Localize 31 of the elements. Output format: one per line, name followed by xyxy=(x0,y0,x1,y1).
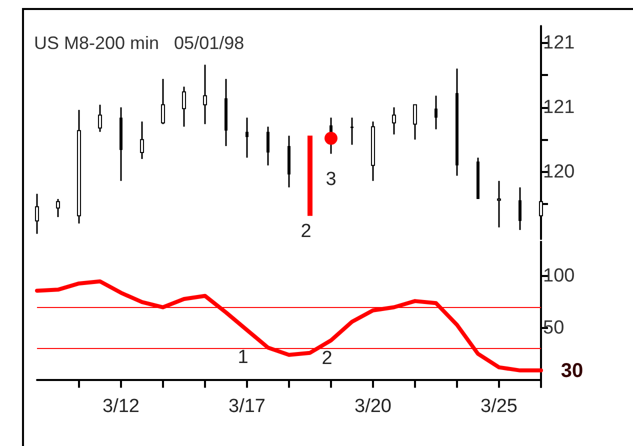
candlestick xyxy=(266,126,270,166)
candlestick xyxy=(413,104,417,140)
chart-title: US M8-200 min 05/01/98 xyxy=(34,33,244,53)
candlestick xyxy=(98,104,102,133)
candlestick xyxy=(434,94,438,130)
candlestick xyxy=(140,120,144,160)
candlestick xyxy=(56,198,60,218)
y-tick-label: 120 xyxy=(543,161,575,182)
line-series xyxy=(35,279,543,372)
candlestick xyxy=(518,186,522,231)
candlestick xyxy=(497,180,501,228)
x-tick-label: 3/17 xyxy=(228,396,266,417)
candlestick xyxy=(350,116,354,146)
x-tick-label: 3/25 xyxy=(480,396,518,417)
candlestick xyxy=(203,64,207,125)
y-tick-label: 121 xyxy=(543,32,575,54)
annotation: 1 xyxy=(238,347,248,368)
annotation: 2 xyxy=(300,221,312,242)
candlestick xyxy=(392,106,396,136)
candlestick xyxy=(246,116,248,158)
y-tick-label: 100 xyxy=(543,266,575,287)
candlestick xyxy=(161,78,165,125)
x-tick-label: 3/20 xyxy=(354,396,392,417)
x-tick-label: 3/12 xyxy=(102,396,140,417)
y-tick-label: 121 xyxy=(543,96,575,118)
candlestick xyxy=(35,193,39,235)
annotation: 3 xyxy=(326,169,336,190)
annotation: 2 xyxy=(322,348,332,369)
candlestick xyxy=(182,86,186,128)
y-tick-label: 50 xyxy=(543,317,564,338)
text: 30 xyxy=(560,360,584,382)
